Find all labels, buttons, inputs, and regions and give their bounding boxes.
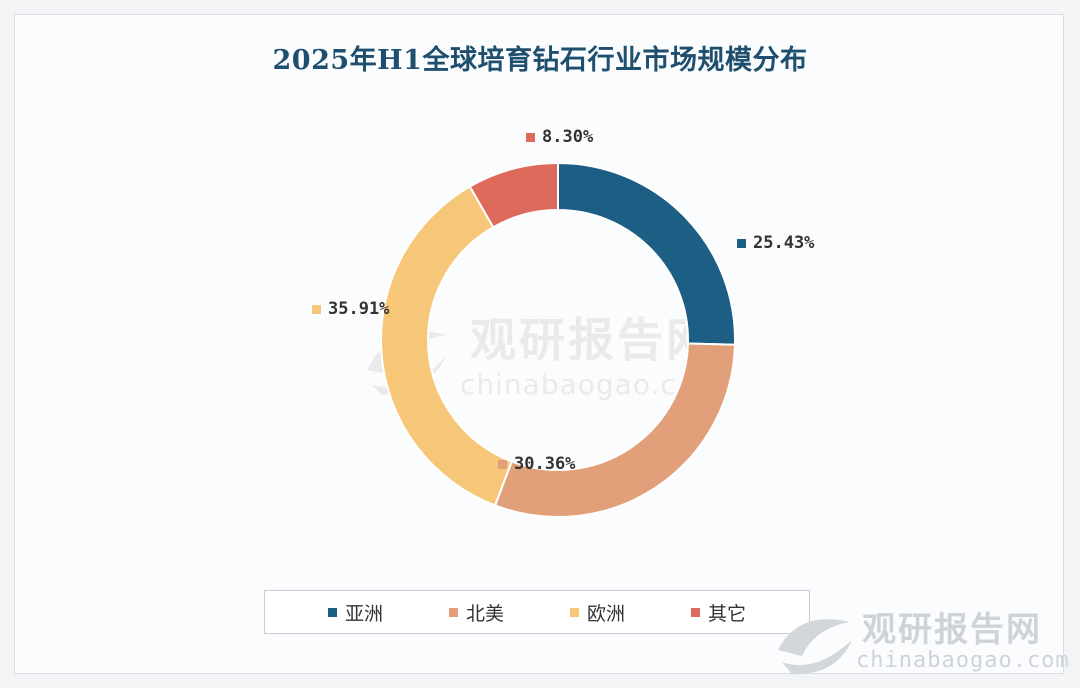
chart-title: 2025年H1全球培育钻石行业市场规模分布: [272, 45, 808, 76]
legend: 亚洲 北美 欧洲 其它: [264, 590, 810, 634]
watermark-logo-icon: [778, 619, 852, 675]
slice-europe: [380, 185, 514, 507]
legend-item-other: 其它: [690, 599, 746, 626]
legend-item-europe: 欧洲: [569, 599, 625, 626]
legend-label-north-america: 北美: [465, 602, 504, 625]
data-label-marker-north-america: [498, 460, 507, 469]
legend-label-asia: 亚洲: [344, 602, 383, 625]
data-label-text-other: 8.30%: [542, 127, 594, 147]
legend-item-asia: 亚洲: [327, 599, 383, 626]
data-label-north-america: 30.36%: [498, 454, 576, 474]
data-label-marker-asia: [737, 239, 746, 248]
data-label-text-north-america: 30.36%: [514, 454, 576, 474]
slice-asia: [557, 161, 736, 346]
legend-label-other: 其它: [707, 602, 746, 625]
corner-watermark-brand: 观研报告网: [862, 610, 1042, 650]
data-label-text-europe: 35.91%: [328, 299, 390, 319]
data-label-marker-europe: [312, 305, 321, 314]
center-watermark: 观研报告网 chinabaogao.com: [352, 300, 772, 420]
data-label-asia: 25.43%: [737, 233, 815, 253]
legend-label-europe: 欧洲: [586, 602, 625, 625]
legend-swatch-europe: [569, 607, 579, 617]
legend-swatch-other: [690, 607, 700, 617]
chart-card: [14, 14, 1064, 674]
donut-slices: [380, 161, 736, 518]
data-label-europe: 35.91%: [312, 299, 390, 319]
legend-swatch-asia: [327, 607, 337, 617]
corner-watermark-site: chinabaogao.com: [856, 648, 1070, 673]
slice-other: [468, 161, 559, 229]
data-labels: 25.43% 30.36% 35.91% 8.30%: [312, 127, 815, 474]
slice-north-america: [493, 342, 736, 518]
data-label-text-asia: 25.43%: [753, 233, 815, 253]
corner-watermark: 观研报告网 chinabaogao.com: [770, 600, 1070, 680]
legend-item-north-america: 北美: [448, 599, 504, 626]
data-label-marker-other: [526, 133, 535, 142]
watermark-brand: 观研报告网: [470, 313, 715, 367]
legend-swatch-north-america: [448, 607, 458, 617]
data-label-other: 8.30%: [526, 127, 594, 147]
